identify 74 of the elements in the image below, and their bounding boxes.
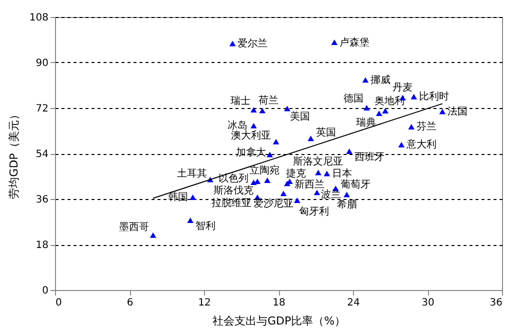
y-tick-label: 72 [36, 104, 48, 114]
annotation: 英国 [316, 126, 336, 138]
point [346, 148, 352, 154]
point [284, 106, 290, 112]
point [314, 190, 320, 196]
annotation: 挪威 [370, 74, 390, 86]
annotation: 澳大利亚 [231, 130, 272, 142]
point [362, 77, 369, 83]
annotation: 土耳其 [177, 168, 208, 180]
annotation: 墨西哥 [119, 222, 150, 234]
annotation: 冰岛 [228, 120, 248, 132]
x-tick-label: 6 [126, 298, 134, 308]
annotation: 比利时 [418, 90, 449, 103]
point [259, 108, 266, 114]
point [280, 190, 287, 196]
annotation: 斯洛伐克 [213, 184, 254, 196]
point [439, 108, 446, 114]
point [254, 178, 261, 184]
point [344, 192, 350, 198]
point [250, 107, 257, 113]
point [229, 40, 236, 46]
x-tick-label: 12 [198, 298, 211, 308]
y-tick-label: 90 [36, 58, 48, 69]
annotation: 立陶宛 [249, 164, 280, 176]
annotation: 卢森堡 [339, 36, 370, 48]
annotation: 瑞典 [356, 116, 376, 128]
annotation: 奥地利 [374, 94, 404, 107]
point [150, 232, 156, 238]
annotation: 美国 [290, 110, 310, 123]
point [410, 94, 418, 100]
point [266, 152, 273, 158]
point [315, 170, 322, 176]
point [190, 194, 196, 200]
annotation: 斯洛文尼亚 [293, 155, 344, 168]
annotation: 捷克 [286, 167, 306, 180]
y-tick-label: 108 [29, 12, 48, 24]
point [363, 105, 370, 110]
annotation: 日本 [332, 167, 352, 180]
x-axis-title: 社会支出与GDP比率（%） [212, 314, 346, 328]
annotation: 荷兰 [258, 94, 278, 107]
point [324, 170, 330, 176]
annotation: 波兰 [320, 188, 341, 200]
annotation: 新西兰 [294, 178, 325, 190]
y-tick-label: 18 [36, 240, 48, 251]
y-tick-label: 0 [42, 286, 48, 296]
annotation: 意大利 [405, 138, 436, 151]
point [308, 136, 314, 142]
point [294, 198, 300, 204]
x-tick-label: 18 [272, 298, 286, 308]
point [331, 40, 338, 46]
annotation: 瑞士 [230, 94, 251, 107]
annotation: 德国 [344, 94, 364, 105]
point [398, 142, 405, 148]
annotation: 匈牙利 [299, 205, 330, 218]
point [382, 108, 388, 114]
annotation: 爱尔兰 [238, 38, 268, 50]
annotation: 葡萄牙 [340, 178, 371, 190]
annotation: 智利 [195, 220, 216, 232]
point [187, 217, 194, 223]
x-tick-label: 36 [490, 298, 502, 308]
point [250, 122, 257, 128]
x-tick-label: 30 [422, 298, 434, 308]
point [272, 138, 280, 144]
annotation: 芬兰 [416, 120, 436, 133]
x-tick-label: 0 [56, 298, 62, 308]
annotation: 丹麦 [392, 82, 413, 94]
y-axis-title: 劳均GDP（美元） [7, 109, 20, 199]
point [376, 110, 382, 116]
x-tick-label: 24 [347, 298, 360, 308]
annotation: 希腊 [336, 198, 357, 210]
y-tick-label: 36 [36, 194, 48, 206]
y-tick-label: 54 [36, 149, 48, 160]
point [264, 178, 270, 184]
point [408, 124, 415, 130]
